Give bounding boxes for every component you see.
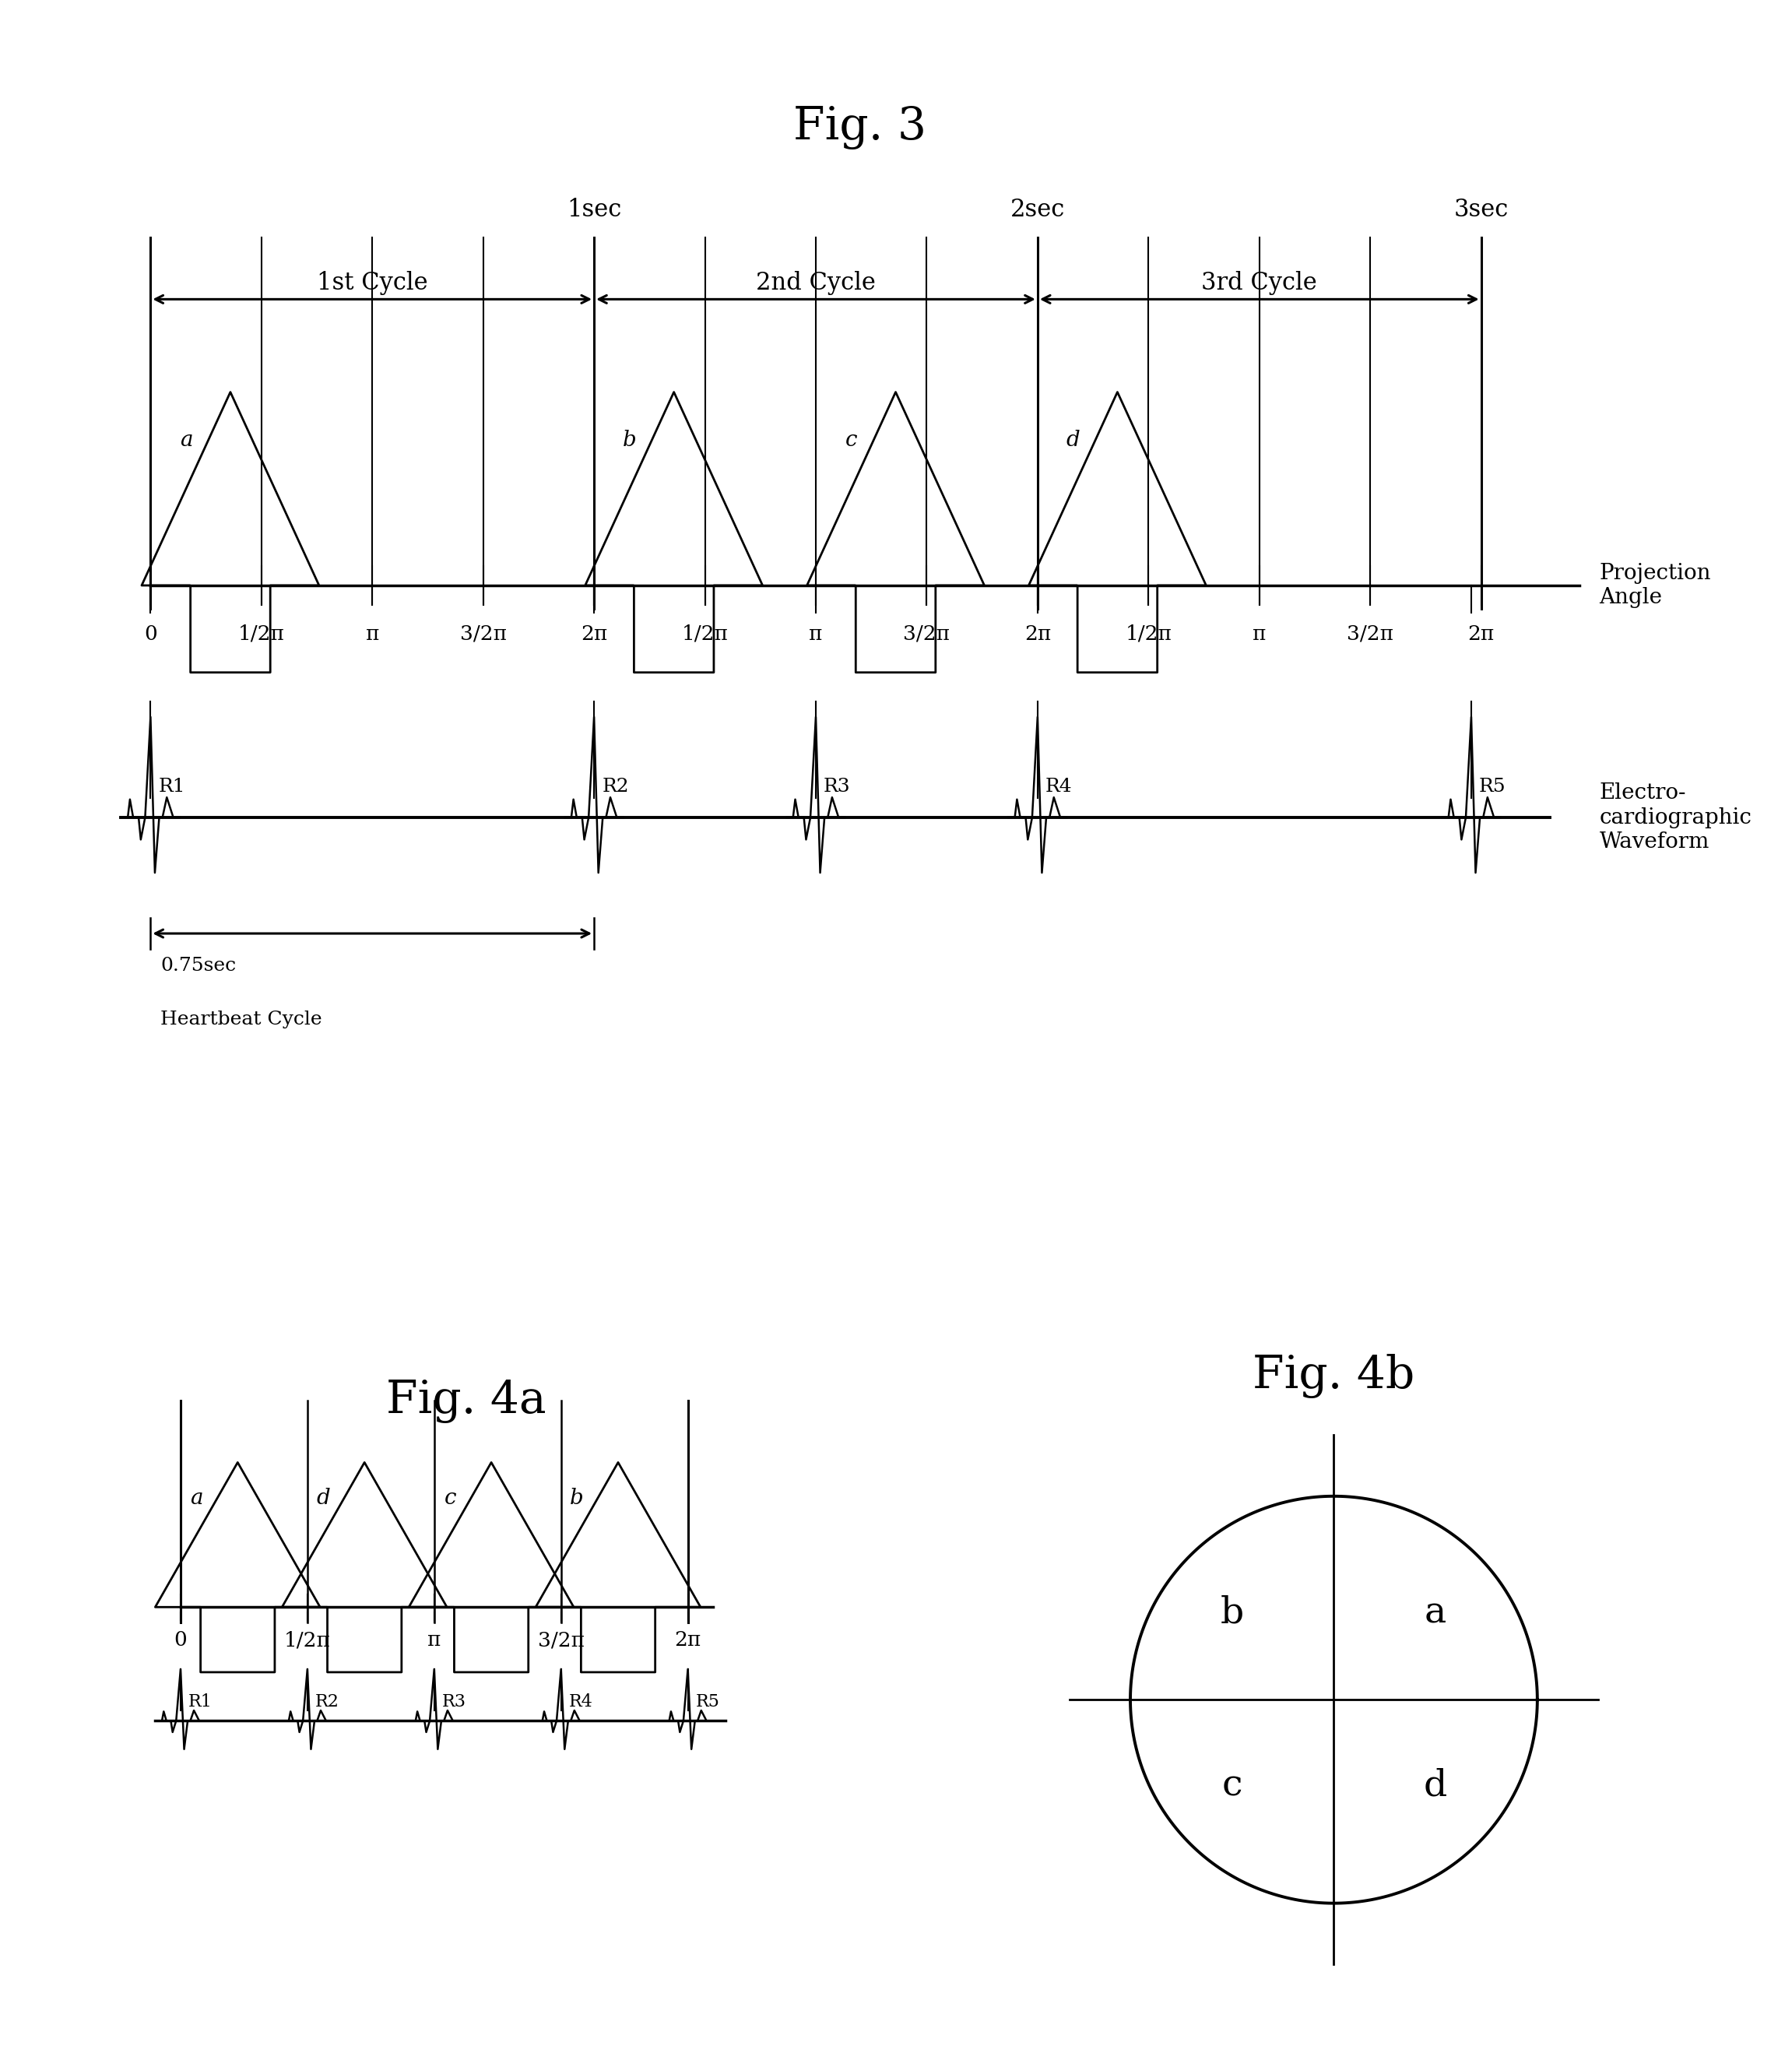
Text: a: a xyxy=(1425,1596,1446,1631)
Text: 1st Cycle: 1st Cycle xyxy=(317,271,428,296)
Text: R1: R1 xyxy=(158,777,185,796)
Text: d: d xyxy=(1066,430,1081,451)
Text: Projection
Angle: Projection Angle xyxy=(1600,562,1711,608)
Text: 2π: 2π xyxy=(581,624,607,643)
Text: c: c xyxy=(846,430,857,451)
Text: π: π xyxy=(808,624,823,643)
Text: 1/2π: 1/2π xyxy=(238,624,285,643)
Text: b: b xyxy=(622,430,636,451)
Text: R4: R4 xyxy=(1045,777,1072,796)
Text: 3/2π: 3/2π xyxy=(461,624,507,643)
Text: 3/2π: 3/2π xyxy=(1348,624,1394,643)
Text: 2sec: 2sec xyxy=(1011,198,1064,221)
Text: Fig. 4b: Fig. 4b xyxy=(1253,1354,1416,1397)
Text: 0: 0 xyxy=(174,1631,186,1649)
Text: 2π: 2π xyxy=(674,1631,701,1649)
Text: 3/2π: 3/2π xyxy=(903,624,950,643)
Text: Fig. 3: Fig. 3 xyxy=(794,105,926,149)
Text: Heartbeat Cycle: Heartbeat Cycle xyxy=(161,1011,323,1029)
Text: d: d xyxy=(1425,1769,1448,1804)
Text: c: c xyxy=(1222,1769,1242,1804)
Text: 2nd Cycle: 2nd Cycle xyxy=(756,271,876,296)
Text: π: π xyxy=(428,1631,441,1649)
Text: d: d xyxy=(317,1488,330,1509)
Text: a: a xyxy=(190,1488,202,1509)
Text: 2π: 2π xyxy=(1468,624,1495,643)
Text: Electro-
cardiographic
Waveform: Electro- cardiographic Waveform xyxy=(1600,783,1753,852)
Text: R2: R2 xyxy=(315,1693,339,1711)
Text: R5: R5 xyxy=(695,1693,720,1711)
Text: 0.75sec: 0.75sec xyxy=(161,957,237,976)
Text: c: c xyxy=(444,1488,457,1509)
Text: 2π: 2π xyxy=(1025,624,1050,643)
Text: 1/2π: 1/2π xyxy=(1125,624,1172,643)
Text: π: π xyxy=(366,624,380,643)
Text: 3sec: 3sec xyxy=(1453,198,1509,221)
Text: b: b xyxy=(570,1488,584,1509)
Text: 1/2π: 1/2π xyxy=(681,624,728,643)
Text: 0: 0 xyxy=(143,624,158,643)
Text: R4: R4 xyxy=(568,1693,593,1711)
Text: 3/2π: 3/2π xyxy=(538,1631,584,1649)
Text: 3rd Cycle: 3rd Cycle xyxy=(1201,271,1317,296)
Text: R1: R1 xyxy=(188,1693,211,1711)
Text: R2: R2 xyxy=(602,777,629,796)
Text: R3: R3 xyxy=(443,1693,466,1711)
Text: b: b xyxy=(1220,1596,1244,1631)
Text: 1/2π: 1/2π xyxy=(285,1631,332,1649)
Text: Fig. 4a: Fig. 4a xyxy=(385,1381,547,1424)
Text: R3: R3 xyxy=(824,777,851,796)
Text: a: a xyxy=(179,430,192,451)
Text: R5: R5 xyxy=(1478,777,1505,796)
Text: 1sec: 1sec xyxy=(566,198,622,221)
Text: π: π xyxy=(1253,624,1267,643)
